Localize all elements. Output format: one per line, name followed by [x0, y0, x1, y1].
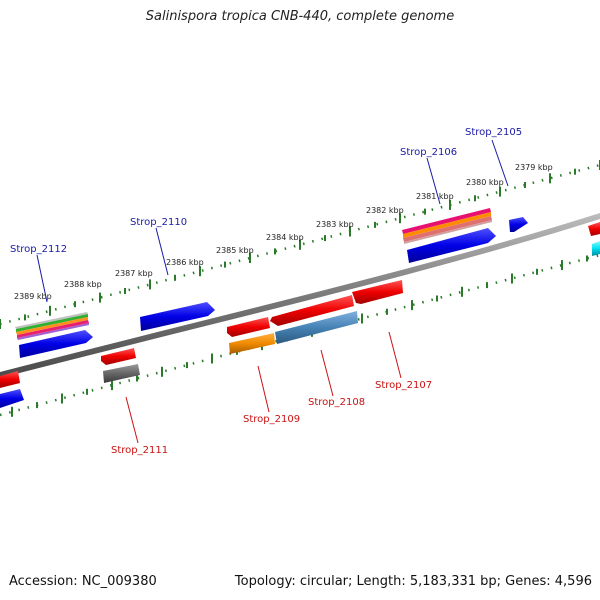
leader-strop-2110	[155, 227, 169, 276]
forward-gene[interactable]	[0, 389, 24, 408]
leader-strop-2107	[388, 331, 402, 379]
gene-strop-2108[interactable]	[270, 295, 354, 326]
gene-strop-2111-region[interactable]	[103, 364, 140, 383]
label-leaders	[36, 139, 509, 444]
reverse-genes	[0, 222, 600, 388]
tick-label: 2386 kbp	[166, 258, 204, 267]
forward-gene[interactable]	[407, 228, 496, 263]
gene-strop-2110[interactable]	[140, 302, 215, 331]
genome-backbone	[0, 213, 600, 378]
gene-label-strop-2108[interactable]: Strop_2108	[308, 397, 365, 408]
map-title: Salinispora tropica CNB-440, complete ge…	[145, 9, 455, 24]
tick-label: 2384 kbp	[266, 233, 304, 242]
gene-strop-2112-band[interactable]	[16, 314, 88, 332]
gene-strop-2112-band[interactable]	[15, 312, 88, 329]
tick-label: 2383 kbp	[316, 220, 354, 229]
tick-label: 2381 kbp	[416, 192, 454, 201]
gene-strop-2109[interactable]	[227, 317, 270, 337]
leader-strop-2108	[320, 349, 334, 397]
gene-label-strop-2111[interactable]: Strop_2111	[111, 445, 168, 456]
tick-label: 2382 kbp	[366, 206, 404, 215]
gene-strop-2106-band[interactable]	[403, 216, 492, 242]
leader-strop-2105	[491, 139, 509, 187]
gene-label-strop-2107[interactable]: Strop_2107	[375, 380, 432, 391]
gene-strop-2112-band[interactable]	[17, 323, 89, 340]
tick-label: 2389 kbp	[14, 292, 52, 301]
gene-strop-2106-band[interactable]	[402, 208, 491, 234]
gene-label-strop-2106[interactable]: Strop_2106	[400, 147, 457, 158]
gene-strop-2109-region[interactable]	[229, 333, 275, 354]
forward-gene-labels: Strop_2105 Strop_2106 Strop_2110 Strop_2…	[10, 127, 522, 255]
gene-label-strop-2112[interactable]: Strop_2112	[10, 244, 67, 255]
gene-strop-2111[interactable]	[101, 348, 136, 365]
forward-gene[interactable]	[19, 330, 93, 358]
tick-label: 2379 kbp	[515, 163, 553, 172]
leader-strop-2111	[125, 396, 139, 444]
gene-label-strop-2110[interactable]: Strop_2110	[130, 217, 187, 228]
outer-tick-ring	[0, 163, 600, 326]
forward-genes	[0, 208, 600, 408]
gene-strop-2108-region[interactable]	[275, 311, 358, 344]
leader-strop-2106	[426, 157, 441, 205]
forward-gene[interactable]	[592, 241, 600, 256]
reverse-gene-labels: Strop_2107 Strop_2108 Strop_2109 Strop_2…	[111, 380, 432, 456]
reverse-gene[interactable]	[0, 371, 20, 388]
gene-strop-2106-band[interactable]	[404, 220, 492, 244]
reverse-gene[interactable]	[588, 222, 600, 236]
gene-label-strop-2109[interactable]: Strop_2109	[243, 414, 300, 425]
tick-label: 2387 kbp	[115, 269, 153, 278]
tick-label: 2388 kbp	[64, 280, 102, 289]
inner-tick-ring	[0, 253, 600, 417]
tick-label: 2385 kbp	[216, 246, 254, 255]
gene-strop-2105[interactable]	[509, 217, 528, 232]
gene-label-strop-2105[interactable]: Strop_2105	[465, 127, 522, 138]
leader-strop-2109	[257, 365, 270, 413]
gene-strop-2112-band[interactable]	[17, 320, 89, 338]
genome-summary-text: Topology: circular; Length: 5,183,331 bp…	[234, 574, 592, 589]
gene-strop-2106-band[interactable]	[403, 212, 491, 238]
gene-strop-2107[interactable]	[352, 280, 403, 304]
tick-label: 2380 kbp	[466, 178, 504, 187]
gene-strop-2112-band[interactable]	[16, 317, 88, 335]
tick-labels: 2379 kbp 2380 kbp 2381 kbp 2382 kbp 2383…	[14, 163, 553, 301]
leader-strop-2112	[36, 254, 48, 303]
accession-text: Accession: NC_009380	[9, 574, 157, 589]
